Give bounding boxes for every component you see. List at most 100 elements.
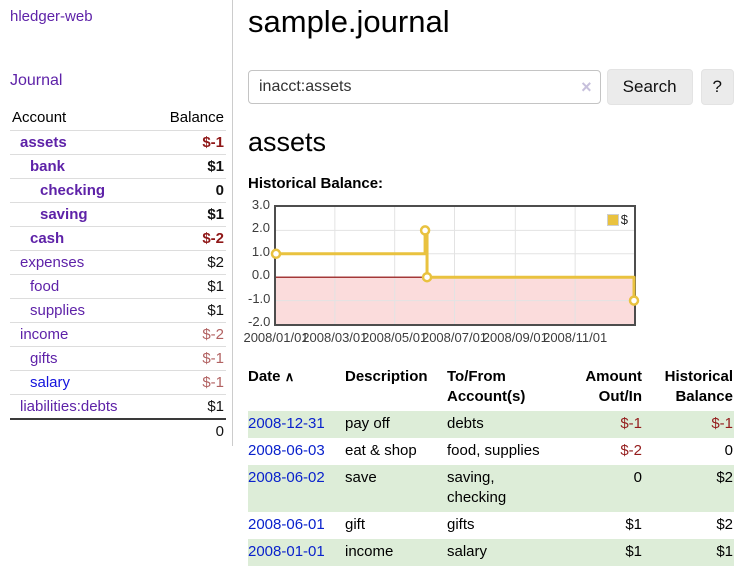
transaction-date-link[interactable]: 2008-06-02	[248, 469, 325, 486]
transaction-balance: $2	[643, 465, 734, 512]
account-link-assets[interactable]: assets	[20, 134, 67, 151]
transaction-balance: $1	[643, 539, 734, 566]
transaction-amount: $1	[625, 516, 642, 533]
account-balance: $1	[207, 278, 224, 295]
register-header-row: Date ∧ Description To/From Account(s) Am…	[248, 365, 734, 411]
chart-plot[interactable]: $	[270, 205, 640, 326]
transaction-amount: $-2	[620, 442, 642, 459]
account-balance: $-1	[202, 134, 224, 151]
historical-balance-chart: 3.0 2.0 1.0 0.0 -1.0 -2.0 $ 2008/01/01 2008/03…	[243, 197, 734, 349]
transaction-description: save	[345, 465, 447, 512]
account-row: liabilities:debts $1	[10, 394, 226, 420]
x-axis-tick-label: 2008/11/01	[543, 330, 608, 345]
register-row: 2008-06-02 save saving, checking 0 $2	[248, 465, 734, 512]
account-balance: $1	[207, 302, 224, 319]
register-row: 2008-01-01 income salary $1 $1	[248, 539, 734, 566]
sidebar: hledger-web Journal Account Balance asse…	[0, 0, 233, 446]
col-header-amount: Amount Out/In	[585, 368, 642, 405]
account-link-food[interactable]: food	[30, 278, 60, 295]
account-balance: $1	[207, 398, 224, 415]
transaction-accounts: gifts	[447, 516, 475, 533]
chart-heading: Historical Balance:	[248, 175, 384, 192]
col-header-date[interactable]: Date ∧	[248, 368, 295, 385]
account-balance: $-2	[202, 230, 224, 247]
y-axis-tick-label: 1.0	[251, 243, 270, 259]
account-link-supplies[interactable]: supplies	[30, 302, 86, 319]
register-row: 2008-06-03 eat & shop food, supplies $-2…	[248, 438, 734, 465]
transaction-amount: 0	[565, 465, 643, 512]
accounts-header-account: Account	[12, 109, 67, 126]
register-row: 2008-06-01 gift gifts $1 $2	[248, 512, 734, 539]
account-row: expenses $2	[10, 250, 226, 275]
account-link-checking[interactable]: checking	[40, 182, 106, 199]
account-row: checking 0	[10, 178, 226, 203]
account-row: food $1	[10, 274, 226, 299]
account-row: saving $1	[10, 202, 226, 227]
accounts-total-row: 0	[10, 419, 226, 443]
sort-ascending-icon: ∧	[284, 369, 295, 384]
account-row: assets $-1	[10, 130, 226, 155]
transaction-date-link[interactable]: 2008-06-03	[248, 442, 325, 459]
search-button[interactable]: Search	[606, 69, 693, 105]
transaction-accounts: debts	[447, 411, 565, 438]
account-balance: $1	[207, 206, 224, 223]
y-axis-tick-label: 0.0	[251, 267, 270, 283]
chart-legend: $	[604, 211, 630, 228]
y-axis-tick-label: 2.0	[251, 220, 270, 236]
account-balance: $-1	[202, 350, 224, 367]
legend-label: $	[620, 212, 628, 227]
x-axis-tick-label: 2008/01/01	[243, 330, 309, 345]
y-axis-tick-label: -2.0	[248, 314, 271, 329]
y-axis-tick-label: -1.0	[248, 290, 271, 306]
transaction-description: income	[345, 539, 447, 566]
account-link-income[interactable]: income	[20, 326, 69, 343]
register-row: 2008-12-31 pay off debts $-1 $-1	[248, 411, 734, 438]
transaction-description: eat & shop	[345, 442, 417, 459]
x-axis-tick-label: 2008/05/01	[362, 330, 428, 345]
page-title: sample.journal	[248, 4, 450, 39]
brand-link[interactable]: hledger-web	[10, 8, 93, 25]
account-row: cash $-2	[10, 226, 226, 251]
accounts-header-row: Account Balance	[10, 106, 226, 131]
account-link-expenses[interactable]: expenses	[20, 254, 85, 271]
accounts-table: Account Balance assets $-1 bank $1 check…	[10, 106, 226, 443]
col-header-historical-balance: Historical Balance	[664, 368, 733, 405]
account-row: supplies $1	[10, 298, 226, 323]
transaction-amount: $-1	[565, 411, 643, 438]
account-link-bank[interactable]: bank	[30, 158, 66, 175]
search-input[interactable]	[248, 70, 601, 104]
main-content: sample.journal × Search ? assets Histori…	[243, 0, 734, 566]
col-header-description: Description	[345, 368, 428, 385]
transaction-description: gift	[345, 516, 366, 533]
account-row: gifts $-1	[10, 346, 226, 371]
account-link-salary[interactable]: salary	[30, 374, 71, 391]
account-row: bank $1	[10, 154, 226, 179]
x-axis-tick-label: 2008/03/01	[302, 330, 368, 345]
clear-search-icon[interactable]: ×	[581, 77, 592, 97]
transaction-date-link[interactable]: 2008-12-31	[248, 415, 325, 432]
account-row: income $-2	[10, 322, 226, 347]
transaction-balance: 0	[724, 442, 733, 459]
transaction-amount: $1	[565, 539, 643, 566]
account-link-gifts[interactable]: gifts	[30, 350, 58, 367]
register-table: Date ∧ Description To/From Account(s) Am…	[248, 365, 734, 566]
account-balance: $-2	[202, 326, 224, 343]
account-balance: $2	[207, 254, 224, 271]
account-heading: assets	[248, 127, 327, 157]
y-axis-tick-label: 3.0	[251, 197, 270, 212]
accounts-header-balance: Balance	[169, 109, 224, 126]
transaction-date-link[interactable]: 2008-06-01	[248, 516, 325, 533]
account-balance: $1	[207, 158, 224, 175]
transaction-accounts: food, supplies	[447, 442, 540, 459]
transaction-date-link[interactable]: 2008-01-01	[248, 543, 325, 560]
accounts-total-balance: 0	[215, 423, 224, 440]
account-link-saving[interactable]: saving	[40, 206, 88, 223]
transaction-balance: $-1	[643, 411, 734, 438]
sidebar-item-journal[interactable]: Journal	[10, 72, 63, 89]
search-help-button[interactable]: ?	[700, 69, 734, 105]
account-link-cash[interactable]: cash	[30, 230, 65, 247]
transaction-balance: $2	[716, 516, 733, 533]
transaction-description: pay off	[345, 411, 447, 438]
account-link-liabilities-debts[interactable]: liabilities:debts	[20, 398, 118, 415]
transaction-accounts: saving, checking	[447, 465, 565, 512]
